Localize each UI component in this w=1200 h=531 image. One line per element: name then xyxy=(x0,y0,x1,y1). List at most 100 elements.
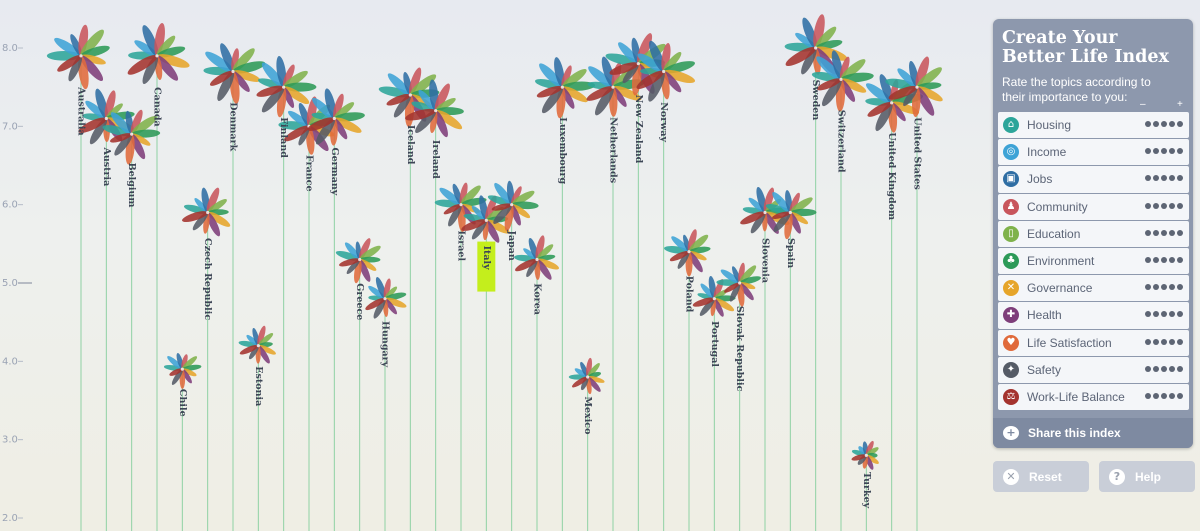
rating-dot[interactable] xyxy=(1161,392,1167,399)
rating-dot[interactable] xyxy=(1153,338,1159,345)
rating-dot[interactable] xyxy=(1177,392,1183,399)
rating-dot[interactable] xyxy=(1169,202,1175,209)
country-label-sweden[interactable]: Sweden xyxy=(810,80,821,121)
rating-dot[interactable] xyxy=(1153,284,1159,291)
country-label-united-states[interactable]: United States xyxy=(912,117,923,189)
country-label-estonia[interactable]: Estonia xyxy=(253,366,264,406)
rating-dot[interactable] xyxy=(1153,202,1159,209)
rating-control[interactable] xyxy=(1145,202,1183,209)
flower-denmark[interactable] xyxy=(203,42,267,105)
country-label-spain[interactable]: Spain xyxy=(785,238,796,268)
rating-dot[interactable] xyxy=(1153,256,1159,263)
flower-ireland[interactable] xyxy=(404,79,464,139)
flower-netherlands[interactable] xyxy=(585,55,646,117)
rating-dot[interactable] xyxy=(1177,148,1183,155)
rating-dot[interactable] xyxy=(1161,148,1167,155)
flower-japan[interactable] xyxy=(487,180,539,232)
rating-dot[interactable] xyxy=(1161,256,1167,263)
country-label-slovak-republic[interactable]: Slovak Republic xyxy=(734,306,745,392)
country-label-mexico[interactable]: Mexico xyxy=(582,396,593,434)
rating-dot[interactable] xyxy=(1169,338,1175,345)
rating-dot[interactable] xyxy=(1153,148,1159,155)
rating-dot[interactable] xyxy=(1169,365,1175,372)
rating-dot[interactable] xyxy=(1153,311,1159,318)
country-label-austria[interactable]: Austria xyxy=(101,146,112,186)
country-label-slovenia[interactable]: Slovenia xyxy=(760,238,771,283)
country-label-greece[interactable]: Greece xyxy=(354,283,365,320)
reset-button[interactable]: ✕ Reset xyxy=(993,461,1089,492)
rating-dot[interactable] xyxy=(1145,121,1151,127)
flower-mexico[interactable] xyxy=(568,357,605,395)
rating-dot[interactable] xyxy=(1177,338,1183,345)
rating-dot[interactable] xyxy=(1153,175,1159,182)
rating-dot[interactable] xyxy=(1177,311,1183,318)
country-label-poland[interactable]: Poland xyxy=(684,276,695,313)
flower-norway[interactable] xyxy=(634,39,696,104)
rating-dot[interactable] xyxy=(1153,365,1159,372)
flower-czech-republic[interactable] xyxy=(181,186,232,238)
rating-dot[interactable] xyxy=(1153,392,1159,399)
rating-dot[interactable] xyxy=(1177,202,1183,209)
rating-dot[interactable] xyxy=(1161,338,1167,345)
flower-canada[interactable] xyxy=(125,22,191,85)
rating-dot[interactable] xyxy=(1161,175,1167,182)
rating-dot[interactable] xyxy=(1161,121,1167,127)
rating-control[interactable] xyxy=(1145,256,1183,263)
rating-dot[interactable] xyxy=(1177,229,1183,236)
rating-dot[interactable] xyxy=(1169,311,1175,318)
rating-dot[interactable] xyxy=(1177,121,1183,127)
rating-control[interactable] xyxy=(1145,338,1183,345)
country-label-ireland[interactable]: Ireland xyxy=(430,140,441,179)
rating-dot[interactable] xyxy=(1145,284,1151,291)
flower-belgium[interactable] xyxy=(102,108,161,165)
rating-dot[interactable] xyxy=(1177,365,1183,372)
rating-dot[interactable] xyxy=(1177,175,1183,182)
country-label-chile[interactable]: Chile xyxy=(177,389,188,417)
country-label-united-kingdom[interactable]: United Kingdom xyxy=(886,132,897,220)
rating-dot[interactable] xyxy=(1145,338,1151,345)
rating-control[interactable] xyxy=(1145,365,1183,372)
rating-dot[interactable] xyxy=(1169,148,1175,155)
rating-dot[interactable] xyxy=(1161,311,1167,318)
flower-greece[interactable] xyxy=(335,237,382,284)
rating-control[interactable] xyxy=(1145,175,1183,182)
country-label-czech-republic[interactable]: Czech Republic xyxy=(202,238,213,320)
rating-dot[interactable] xyxy=(1145,256,1151,263)
country-label-iceland[interactable]: Iceland xyxy=(405,125,416,165)
rating-dot[interactable] xyxy=(1169,121,1175,127)
country-label-belgium[interactable]: Belgium xyxy=(126,163,137,208)
flower-switzerland[interactable] xyxy=(811,49,874,112)
rating-control[interactable] xyxy=(1145,148,1183,155)
rating-dot[interactable] xyxy=(1153,121,1159,127)
rating-dot[interactable] xyxy=(1161,284,1167,291)
rating-dot[interactable] xyxy=(1145,392,1151,399)
rating-dot[interactable] xyxy=(1145,365,1151,372)
flower-estonia[interactable] xyxy=(238,325,277,365)
rating-dot[interactable] xyxy=(1145,311,1151,318)
country-label-australia[interactable]: Australia xyxy=(76,86,87,136)
rating-dot[interactable] xyxy=(1169,284,1175,291)
rating-dot[interactable] xyxy=(1169,175,1175,182)
rating-dot[interactable] xyxy=(1177,284,1183,291)
country-label-norway[interactable]: Norway xyxy=(658,102,669,142)
rating-control[interactable] xyxy=(1145,121,1183,127)
flower-finland[interactable] xyxy=(255,55,317,118)
country-label-denmark[interactable]: Denmark xyxy=(228,102,239,151)
country-label-luxembourg[interactable]: Luxembourg xyxy=(557,117,568,184)
help-button[interactable]: ? Help xyxy=(1099,461,1195,492)
share-index-button[interactable]: + Share this index xyxy=(993,418,1193,448)
country-label-israel[interactable]: Israel xyxy=(456,230,467,261)
rating-dot[interactable] xyxy=(1145,229,1151,236)
country-label-new-zealand[interactable]: New Zealand xyxy=(633,95,644,164)
country-label-netherlands[interactable]: Netherlands xyxy=(608,117,619,183)
flower-chile[interactable] xyxy=(163,352,202,389)
country-label-canada[interactable]: Canada xyxy=(152,87,163,127)
rating-control[interactable] xyxy=(1145,311,1183,318)
rating-dot[interactable] xyxy=(1169,256,1175,263)
rating-dot[interactable] xyxy=(1161,365,1167,372)
flower-turkey[interactable] xyxy=(851,440,880,471)
flower-sweden[interactable] xyxy=(783,13,849,77)
country-label-finland[interactable]: Finland xyxy=(278,117,289,158)
country-label-italy[interactable]: Italy xyxy=(481,246,492,271)
flower-spain[interactable] xyxy=(765,190,817,240)
